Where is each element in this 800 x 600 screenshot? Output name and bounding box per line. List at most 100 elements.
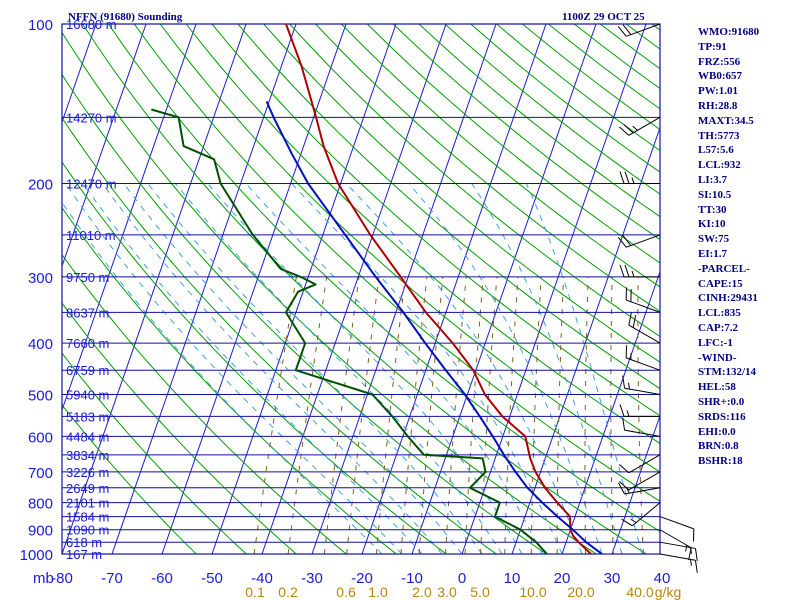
isotherm-line (62, 24, 147, 268)
temperature-tick-label: -40 (251, 570, 273, 587)
moist-adiabat-line (525, 183, 643, 554)
index-item: TT:30 (698, 203, 727, 216)
mixing-ratio-line (480, 276, 498, 554)
index-item: PW:1.01 (698, 85, 739, 98)
height-label: 2101 m (66, 496, 109, 511)
wind-barb (659, 529, 692, 561)
wind-barb (659, 541, 698, 562)
height-label: 3834 m (66, 448, 109, 463)
isotherm-line (161, 24, 347, 554)
pressure-tick-label: 400 (28, 336, 53, 353)
temperature-line (285, 24, 593, 554)
isotherm-lines (62, 24, 660, 554)
wind-barb (622, 417, 661, 437)
moist-adiabat-line (207, 183, 523, 554)
height-label: 7660 m (66, 336, 109, 351)
height-label: 11010 m (66, 228, 116, 243)
chart-time: 1100Z 29 OCT 25 (562, 11, 645, 23)
mixing-ratio-label: 2.0 (412, 584, 432, 600)
mixing-ratio-unit: g/kg (655, 584, 681, 600)
index-item: RH:28.8 (698, 99, 738, 112)
pressure-tick-label: 200 (28, 177, 53, 194)
dry-adiabat-line (211, 24, 660, 417)
height-label: 16680 m (66, 17, 117, 32)
temperature-tick-label: -10 (401, 570, 423, 587)
height-label: 1584 m (66, 510, 109, 525)
wind-barb (625, 345, 661, 371)
height-label: 14270 m (66, 110, 117, 125)
mixing-ratio-label: 0.2 (278, 584, 298, 600)
wind-barb (625, 287, 661, 313)
temperature-tick-label: -30 (301, 570, 323, 587)
height-label: 2649 m (66, 481, 109, 496)
dry-adiabat-line (341, 24, 660, 288)
height-label: 6759 m (66, 363, 109, 378)
height-label: 12470 m (66, 177, 117, 192)
wind-barbs (617, 23, 698, 573)
dry-adiabat-line (237, 24, 660, 390)
height-label: 167 m (66, 547, 102, 562)
index-item: MAXT:34.5 (698, 114, 754, 127)
mixing-ratio-label: 0.1 (245, 584, 265, 600)
height-label: 4484 m (66, 429, 109, 444)
index-item: LFC:-1 (698, 336, 733, 349)
dry-adiabat-line (62, 73, 548, 554)
sounding-traces (151, 24, 603, 554)
wind-barb (619, 404, 660, 417)
index-item: STM:132/14 (698, 366, 757, 379)
pressure-tick-label: 700 (28, 465, 53, 482)
temperature-tick-label: 10 (504, 570, 521, 587)
pressure-tick-label: 900 (28, 523, 53, 540)
index-item: L57:5.6 (698, 144, 734, 157)
parcel-line (265, 100, 603, 554)
height-label: 5940 m (66, 387, 109, 402)
wind-barb (617, 234, 661, 248)
pressure-tick-label: 1000 (20, 547, 53, 564)
mixing-ratio-line (637, 276, 644, 554)
mixing-ratio-label: 40.0 (626, 584, 653, 600)
mixing-ratio-label: 20.0 (567, 584, 594, 600)
temperature-tick-label: -70 (101, 570, 123, 587)
mixing-ratio-label: 10.0 (519, 584, 546, 600)
dry-adiabat-lines (62, 24, 660, 554)
height-label: 5183 m (66, 409, 109, 424)
moist-adiabat-line (123, 183, 463, 554)
isotherm-line (62, 24, 247, 554)
index-item: EI:1.7 (698, 247, 728, 260)
mixing-ratio-label: 0.6 (336, 584, 356, 600)
wind-barb (622, 375, 661, 395)
dry-adiabat-line (133, 24, 660, 502)
wind-barb (621, 502, 661, 527)
temperature-tick-label: -20 (351, 570, 373, 587)
moist-adiabat-line (245, 183, 543, 554)
dry-adiabat-line (62, 253, 348, 554)
pressure-tick-label: 500 (28, 387, 53, 404)
index-item: HEL:58 (698, 381, 736, 394)
wind-barb (619, 116, 661, 136)
mixing-ratio-line (504, 276, 519, 554)
index-item: WB0:657 (698, 70, 742, 83)
index-item: LCL:932 (698, 159, 741, 172)
dry-adiabat-line (289, 24, 660, 338)
plot-border (61, 23, 661, 555)
index-item: -PARCEL- (698, 262, 750, 275)
isotherm-line (411, 24, 597, 554)
index-item: KI:10 (698, 218, 726, 231)
index-item: WMO:91680 (698, 26, 760, 38)
index-item: LCL:835 (698, 307, 741, 320)
temperature-tick-label: -50 (201, 570, 223, 587)
index-item: LI:3.7 (698, 173, 728, 186)
moist-adiabat-line (471, 183, 623, 554)
wind-barb (628, 312, 661, 344)
isobar-lines (62, 23, 660, 555)
wind-barb (617, 23, 661, 37)
mixing-ratio-line (400, 276, 428, 554)
moist-adiabat-line (101, 183, 443, 554)
chart-title: NFFN (91680) Sounding (68, 11, 183, 23)
index-item: FRZ:556 (698, 55, 741, 68)
dry-adiabat-line (62, 302, 298, 554)
temperature-tick-label: 20 (554, 570, 571, 587)
index-item: CAPE:15 (698, 277, 743, 290)
wind-barb (659, 553, 698, 573)
